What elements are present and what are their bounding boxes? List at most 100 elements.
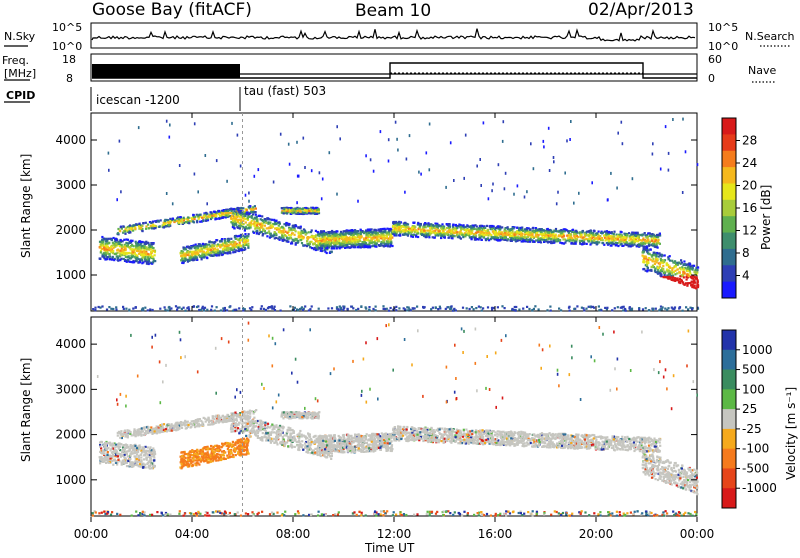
colorbar-tick-label: 20	[742, 179, 757, 193]
scatter-cell	[152, 261, 154, 263]
colorbar-segment	[722, 167, 736, 184]
scatter-cell	[461, 234, 463, 236]
scatter-cell	[497, 306, 499, 308]
scatter-cell	[124, 230, 126, 232]
scatter-cell	[387, 245, 389, 247]
scatter-cell	[611, 309, 613, 311]
scatter-cell	[228, 239, 230, 241]
scatter-cell	[540, 238, 542, 240]
scatter-cell	[406, 158, 408, 161]
scatter-cell	[312, 207, 314, 209]
scatter-cell	[592, 234, 594, 236]
scatter-cell	[686, 264, 688, 266]
scatter-cell	[268, 306, 270, 308]
scatter-cell	[213, 241, 215, 243]
scatter-cell	[507, 226, 509, 228]
scatter-cell	[228, 244, 230, 246]
scatter-cell	[119, 243, 121, 245]
scatter-cell	[372, 241, 374, 243]
scatter-cell	[106, 242, 108, 244]
scatter-cell	[589, 306, 591, 308]
scatter-cell	[230, 218, 232, 220]
scatter-cell	[614, 307, 616, 309]
scatter-cell	[553, 230, 555, 232]
scatter-cell	[491, 307, 493, 309]
scatter-cell	[615, 244, 617, 246]
scatter-cell	[365, 242, 367, 244]
scatter-cell	[565, 240, 567, 242]
scatter-cell	[264, 232, 266, 234]
scatter-cell	[202, 254, 204, 256]
scatter-cell	[518, 229, 520, 231]
scatter-cell	[183, 217, 185, 219]
scatter-cell	[150, 254, 152, 256]
scatter-cell	[133, 224, 135, 226]
scatter-cell	[545, 232, 547, 234]
scatter-cell	[336, 241, 338, 243]
scatter-cell	[210, 241, 212, 243]
scatter-cell	[520, 238, 522, 240]
scatter-cell	[476, 228, 478, 230]
scatter-cell	[354, 241, 356, 243]
scatter-cell	[543, 233, 545, 235]
scatter-cell	[512, 227, 514, 229]
scatter-cell	[238, 307, 240, 309]
scatter-cell	[450, 235, 452, 237]
scatter-cell	[450, 233, 452, 235]
scatter-cell	[211, 215, 213, 217]
scatter-cell	[661, 254, 663, 256]
nave-tick-top: 60	[708, 53, 722, 66]
scatter-cell	[285, 209, 287, 211]
scatter-cell	[248, 200, 250, 203]
scatter-cell	[106, 240, 108, 242]
scatter-cell	[341, 243, 343, 245]
scatter-cell	[390, 307, 392, 309]
scatter-cell	[654, 270, 656, 272]
scatter-cell	[294, 234, 296, 236]
scatter-cell	[429, 168, 431, 171]
scatter-cell	[194, 173, 196, 176]
scatter-cell	[99, 257, 101, 259]
scatter-cell	[682, 191, 684, 194]
scatter-cell	[115, 253, 117, 255]
scatter-cell	[465, 234, 467, 236]
scatter-cell	[647, 239, 649, 241]
scatter-cell	[566, 139, 568, 142]
scatter-cell	[193, 305, 195, 307]
scatter-cell	[152, 258, 154, 260]
scatter-cell	[541, 233, 543, 235]
scatter-cell	[251, 217, 253, 219]
scatter-cell	[360, 232, 362, 234]
scatter-cell	[568, 307, 570, 309]
scatter-cell	[194, 216, 196, 218]
scatter-cell	[591, 181, 593, 184]
scatter-cell	[344, 245, 346, 247]
scatter-cell	[249, 307, 251, 309]
scatter-cell	[286, 232, 288, 234]
scatter-cell	[685, 150, 687, 153]
scatter-cell	[321, 231, 323, 233]
scatter-cell	[582, 230, 584, 232]
scatter-cell	[414, 231, 416, 233]
scatter-cell	[646, 250, 648, 252]
scatter-cell	[556, 239, 558, 241]
scatter-cell	[558, 308, 560, 310]
scatter-cell	[245, 244, 247, 246]
scatter-cell	[164, 220, 166, 222]
scatter-cell	[617, 238, 619, 240]
scatter-cell	[268, 227, 270, 229]
scatter-cell	[211, 211, 213, 213]
scatter-cell	[462, 307, 464, 309]
scatter-cell	[126, 253, 128, 255]
scatter-cell	[530, 142, 532, 145]
scatter-cell	[307, 238, 309, 240]
scatter-cell	[512, 238, 514, 240]
scatter-cell	[571, 231, 573, 233]
scatter-cell	[323, 240, 325, 242]
scatter-cell	[201, 248, 203, 250]
scatter-cell	[254, 217, 256, 219]
scatter-cell	[533, 240, 535, 242]
scatter-cell	[351, 240, 353, 242]
scatter-cell	[129, 246, 131, 248]
scatter-cell	[466, 307, 468, 309]
